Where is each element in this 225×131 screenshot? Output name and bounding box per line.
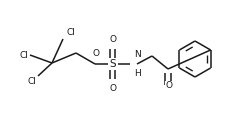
Text: Cl: Cl (67, 28, 76, 37)
Text: O: O (109, 84, 116, 93)
Text: N: N (133, 50, 140, 59)
Text: S: S (109, 59, 116, 69)
Text: O: O (92, 49, 99, 58)
Text: O: O (165, 81, 172, 90)
Text: Cl: Cl (27, 77, 36, 86)
Text: Cl: Cl (19, 50, 28, 59)
Text: O: O (109, 35, 116, 44)
Text: H: H (133, 69, 140, 78)
